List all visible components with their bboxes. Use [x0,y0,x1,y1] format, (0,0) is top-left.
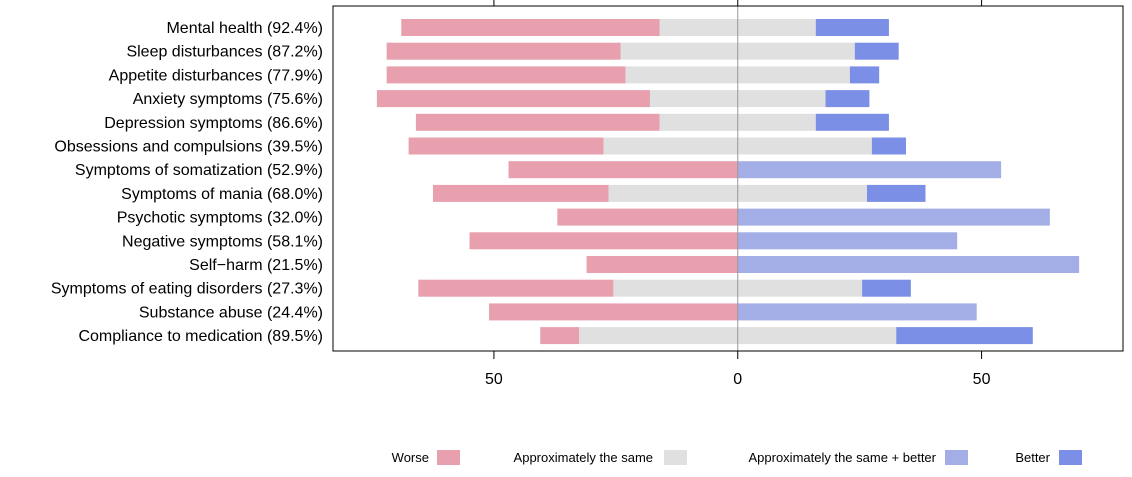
bar-worse-row-7 [432,184,609,202]
bar-worse-row-8 [557,208,738,226]
bar-better-row-7 [866,184,926,202]
bar-same-plus-better-row-8 [737,208,1050,226]
bar-better-row-4 [815,113,889,131]
bar-better-row-11 [862,279,911,297]
legend-swatch-better [1059,450,1082,465]
bar-same-plus-better-row-12 [737,303,977,321]
bar-better-row-2 [849,66,880,84]
legend-swatch-approximately-the-same [664,450,687,465]
bar-worse-row-9 [469,232,738,250]
bar-better-row-3 [825,90,870,108]
bar-worse-row-6 [508,161,738,179]
legend-swatch-worse [437,450,460,465]
bar-worse-row-4 [415,113,660,131]
bar-worse-row-11 [418,279,614,297]
bar-worse-row-0 [401,19,660,36]
x-tick-label: 50 [973,371,991,388]
category-label: Compliance to medication (89.5%) [78,328,323,345]
bar-worse-row-13 [540,327,580,345]
category-label: Symptoms of mania (68.0%) [121,186,323,203]
bar-worse-row-5 [408,137,604,155]
legend-label-worse: Worse [392,450,429,465]
category-label: Substance abuse (24.4%) [139,304,323,321]
category-label: Depression symptoms (86.6%) [104,115,323,132]
category-label: Self−harm (21.5%) [189,257,323,274]
bar-same-plus-better-row-10 [737,256,1080,273]
category-label: Psychotic symptoms (32.0%) [117,210,323,227]
bar-worse-row-2 [386,66,626,84]
category-label: Appetite disturbances (77.9%) [109,67,323,84]
bar-better-row-13 [896,327,1033,345]
bar-better-row-1 [854,42,899,60]
category-labels: Mental health (92.4%) Sleep disturbances … [51,20,323,345]
category-label: Mental health (92.4%) [166,20,323,37]
category-label: Anxiety symptoms (75.6%) [133,91,323,108]
bar-worse-row-12 [489,303,738,321]
bar-worse-row-1 [386,42,621,60]
x-tick-label: 0 [733,371,742,388]
bars-layer [376,19,1080,345]
bar-worse-row-3 [376,90,650,108]
category-label: Sleep disturbances (87.2%) [126,44,323,61]
category-label: Negative symptoms (58.1%) [122,233,323,250]
legend-label-approximately-the-same: Approximately the same [514,450,653,465]
bar-same-plus-better-row-9 [737,232,958,250]
legend: Worse Approximately the same Approximately… [392,450,1082,465]
legend-label-better: Better [1015,450,1050,465]
bar-better-row-0 [815,19,889,36]
bar-same-plus-better-row-6 [737,161,1002,179]
x-tick-label: 50 [485,371,503,388]
bar-better-row-5 [871,137,906,155]
category-label: Symptoms of eating disorders (27.3%) [51,281,323,298]
category-label: Symptoms of somatization (52.9%) [75,162,323,179]
axes: 50 0 50 [485,0,991,388]
legend-label-approximately-the-same-better: Approximately the same + better [748,450,936,465]
legend-swatch-approximately-the-same-better [945,450,968,465]
category-label: Obsessions and compulsions (39.5%) [54,139,323,156]
plot-frame [332,5,1124,352]
bar-worse-row-10 [586,256,738,273]
